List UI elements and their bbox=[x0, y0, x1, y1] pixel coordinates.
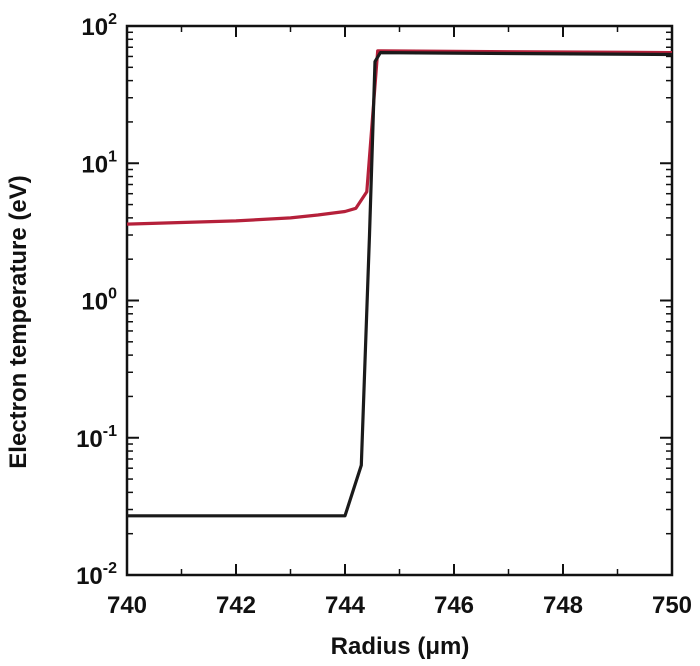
x-tick-label: 740 bbox=[107, 592, 147, 619]
x-tick-label: 744 bbox=[325, 592, 366, 619]
x-ticks: 740 742 744 746 748 750 bbox=[107, 26, 692, 619]
plot-border bbox=[125, 24, 674, 577]
plot-frame bbox=[125, 24, 674, 577]
y-axis-label: Electron temperature (eV) bbox=[5, 175, 32, 468]
x-tick-label: 746 bbox=[434, 592, 474, 619]
y-tick-label: 102 bbox=[81, 11, 117, 41]
y-tick-label: 100 bbox=[81, 286, 117, 316]
y-ticks: 10-2 10-1 100 101 102 bbox=[76, 11, 672, 590]
y-tick-label: 10-1 bbox=[76, 423, 117, 453]
series-line-2 bbox=[127, 51, 673, 518]
y-tick-label: 10-2 bbox=[76, 560, 117, 590]
x-tick-label: 748 bbox=[543, 592, 583, 619]
series-line-1 bbox=[126, 49, 673, 226]
y-tick-label: 101 bbox=[81, 148, 117, 178]
x-tick-label: 742 bbox=[216, 592, 256, 619]
series-layer bbox=[126, 49, 673, 518]
x-tick-label: 750 bbox=[652, 592, 692, 619]
x-axis-label: Radius (μm) bbox=[331, 633, 470, 660]
